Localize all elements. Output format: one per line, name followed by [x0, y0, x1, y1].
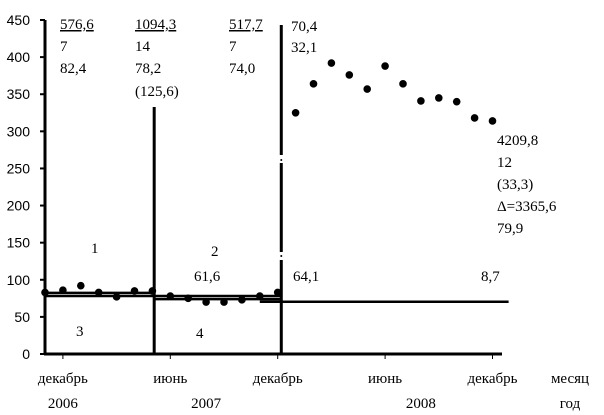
block4-line-2: 32,1	[291, 40, 317, 56]
data-point	[94, 288, 103, 297]
data-point	[238, 296, 246, 304]
data-point	[77, 281, 85, 290]
data-points	[41, 59, 497, 306]
annotation-block-4: 70,4 32,1	[291, 19, 318, 56]
x-tick-label: декабрь	[468, 371, 518, 387]
year-label: 2007	[191, 396, 222, 412]
y-tick-label: 250	[7, 160, 31, 176]
data-point	[291, 108, 300, 117]
block5-line-5: 79,9	[497, 221, 523, 237]
x-tick-label: июнь	[368, 371, 402, 387]
annotation-block-3: 517,7 7 74,0	[229, 17, 263, 77]
value-label-8-7: 8,7	[481, 269, 500, 285]
axis-break-dot	[280, 159, 283, 161]
region-label-1: 1	[91, 241, 99, 257]
x-tick-label: декабрь	[253, 371, 303, 387]
block1-line-2: 7	[60, 39, 68, 55]
data-point	[452, 97, 461, 106]
y-tick-label: 400	[7, 49, 31, 65]
block1-line-1: 576,6	[60, 17, 94, 33]
data-point	[470, 114, 479, 122]
data-point	[435, 94, 443, 102]
data-point	[59, 286, 67, 294]
region-label-3: 3	[76, 324, 84, 340]
block3-line-1: 517,7	[229, 17, 263, 33]
y-tick-label: 200	[7, 198, 31, 214]
region-label-2: 2	[211, 244, 219, 260]
block4-line-1: 70,4	[291, 19, 318, 35]
y-tick-label: 150	[7, 235, 31, 251]
block1-line-3: 82,4	[60, 61, 87, 77]
block5-line-1: 4209,8	[497, 133, 538, 149]
year-label: 2006	[48, 396, 79, 412]
x-tick-label: июнь	[153, 371, 187, 387]
chart-lines	[43, 20, 509, 356]
data-point	[148, 287, 157, 295]
block5-line-4: Δ=3365,6	[497, 199, 557, 215]
region-label-4: 4	[196, 326, 204, 342]
data-point	[130, 287, 139, 295]
y-tick-label: 350	[7, 86, 31, 102]
y-tick-label: 0	[22, 346, 30, 362]
year-unit-label: год	[560, 396, 581, 412]
block2-line-2: 14	[135, 39, 151, 55]
data-point	[381, 62, 389, 70]
y-axis-ticks: 0 50 100 150 200 250 300 350 400 450	[7, 12, 45, 362]
data-point	[184, 294, 192, 303]
y-tick-label: 100	[7, 272, 31, 288]
x-unit-label: месяц	[551, 371, 589, 387]
data-point	[417, 97, 425, 105]
x-axis-labels: декабрь июнь декабрь июнь декабрь 2006 2007 200…	[38, 354, 518, 412]
y-tick-label: 300	[7, 123, 31, 139]
data-point	[41, 288, 49, 297]
data-point	[220, 298, 228, 306]
block5-line-2: 12	[497, 155, 512, 171]
y-tick-label: 50	[14, 309, 30, 325]
value-label-64-1: 64,1	[293, 269, 319, 285]
axis-break-dot	[280, 255, 283, 257]
x-tick-label: декабрь	[38, 371, 88, 387]
data-point	[327, 59, 336, 67]
block2-line-1: 1094,3	[135, 17, 176, 33]
block2-line-4: (125,6)	[135, 84, 179, 100]
annotation-block-2: 1094,3 14 78,2 (125,6)	[135, 17, 179, 100]
data-point	[399, 80, 407, 88]
data-point	[255, 292, 264, 300]
data-point	[112, 293, 121, 301]
data-point	[345, 71, 354, 79]
block3-line-3: 74,0	[229, 61, 255, 77]
annotation-block-1: 576,6 7 82,4	[60, 17, 94, 77]
data-point	[273, 288, 282, 297]
value-label-61-6: 61,6	[194, 269, 221, 285]
block5-line-3: (33,3)	[497, 177, 533, 193]
annotation-block-5: 4209,8 12 (33,3) Δ=3365,6 79,9	[497, 133, 557, 237]
year-label: 2008	[406, 396, 436, 412]
data-point	[166, 292, 175, 300]
y-tick-label: 450	[7, 12, 31, 28]
data-point	[309, 80, 318, 88]
block2-line-3: 78,2	[135, 61, 161, 77]
data-point	[488, 117, 497, 125]
data-point	[202, 298, 210, 306]
block3-line-2: 7	[229, 39, 237, 55]
data-point	[363, 85, 372, 93]
